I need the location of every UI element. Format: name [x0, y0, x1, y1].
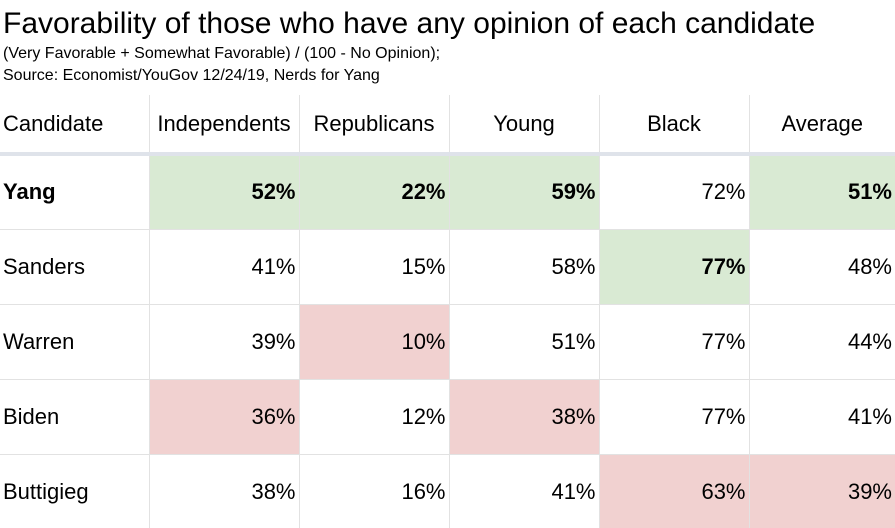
value-cell: 77% — [598, 229, 749, 305]
value-cell: 44% — [748, 304, 895, 380]
value-cell: 48% — [748, 229, 895, 305]
chart-subtitle-source: Source: Economist/YouGov 12/24/19, Nerds… — [3, 67, 380, 84]
value-cell: 38% — [148, 454, 299, 528]
favorability-table: Candidate Independents Republicans Young… — [0, 95, 895, 528]
value-cell: 39% — [748, 454, 895, 528]
candidate-name-cell: Buttigieg — [0, 454, 149, 528]
value-cell: 51% — [748, 154, 895, 230]
candidate-name-cell: Biden — [0, 379, 149, 455]
header-cell: Average — [748, 95, 895, 156]
header-cell: Candidate — [0, 95, 149, 156]
value-cell: 38% — [448, 379, 599, 455]
value-cell: 39% — [148, 304, 299, 380]
value-cell: 59% — [448, 154, 599, 230]
header-cell: Black — [598, 95, 749, 156]
value-cell: 72% — [598, 154, 749, 230]
chart-title: Favorability of those who have any opini… — [3, 7, 816, 40]
header-cell: Independents — [148, 95, 299, 156]
value-cell: 63% — [598, 454, 749, 528]
table-row: Warren 39% 10% 51% 77% 44% — [0, 304, 895, 380]
value-cell: 58% — [448, 229, 599, 305]
table-row: Buttigieg 38% 16% 41% 63% 39% — [0, 454, 895, 528]
table-row: Yang 52% 22% 59% 72% 51% — [0, 154, 895, 230]
value-cell: 16% — [298, 454, 449, 528]
header-row: Candidate Independents Republicans Young… — [0, 95, 895, 156]
chart-subtitle-formula: (Very Favorable + Somewhat Favorable) / … — [3, 45, 441, 62]
value-cell: 36% — [148, 379, 299, 455]
header-cell: Republicans — [298, 95, 449, 156]
table-row: Sanders 41% 15% 58% 77% 48% — [0, 229, 895, 305]
candidate-name-cell: Yang — [0, 154, 149, 230]
value-cell: 41% — [148, 229, 299, 305]
value-cell: 15% — [298, 229, 449, 305]
table-row: Biden 36% 12% 38% 77% 41% — [0, 379, 895, 455]
value-cell: 41% — [748, 379, 895, 455]
value-cell: 77% — [598, 304, 749, 380]
value-cell: 10% — [298, 304, 449, 380]
table-body: Yang 52% 22% 59% 72% 51% Sanders 41% 15% 58% 77% 48… — [0, 154, 895, 528]
value-cell: 12% — [298, 379, 449, 455]
candidate-name-cell: Sanders — [0, 229, 149, 305]
value-cell: 41% — [448, 454, 599, 528]
candidate-name-cell: Warren — [0, 304, 149, 380]
value-cell: 77% — [598, 379, 749, 455]
value-cell: 52% — [148, 154, 299, 230]
header-cell: Young — [448, 95, 599, 156]
value-cell: 22% — [298, 154, 449, 230]
value-cell: 51% — [448, 304, 599, 380]
